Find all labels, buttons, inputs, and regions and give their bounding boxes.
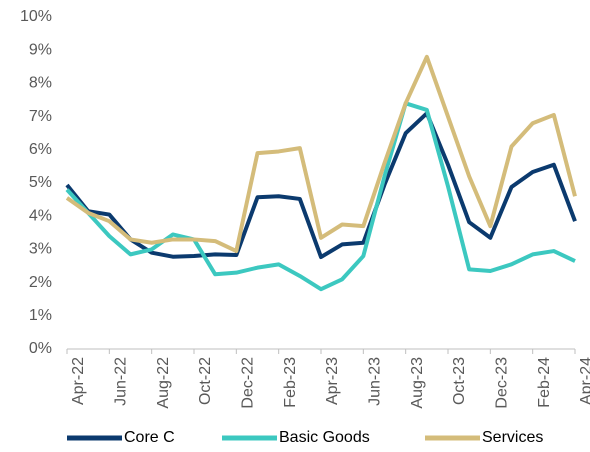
series-line xyxy=(65,54,577,254)
y-tick-label: 9% xyxy=(29,41,52,58)
x-tick-label: Apr-22 xyxy=(70,357,87,405)
x-tick-label: Oct-22 xyxy=(197,357,214,405)
y-tick-label: 5% xyxy=(29,174,52,191)
x-tick-label: Aug-23 xyxy=(409,357,426,409)
series-line xyxy=(65,101,576,292)
y-tick-label: 3% xyxy=(29,241,52,258)
x-tick-label: Jun-23 xyxy=(367,357,384,406)
legend-label: Core C xyxy=(124,429,175,446)
x-tick-label: Feb-23 xyxy=(282,357,299,408)
x-tick-label: Dec-22 xyxy=(240,357,257,409)
series-line xyxy=(65,111,577,260)
x-tick-label: Jun-22 xyxy=(113,357,130,406)
y-tick-label: 10% xyxy=(20,8,52,25)
y-tick-label: 6% xyxy=(29,141,52,158)
y-tick-label: 8% xyxy=(29,75,52,92)
y-tick-label: 1% xyxy=(29,307,52,324)
legend-label: Basic Goods xyxy=(279,429,370,446)
x-tick-label: Oct-23 xyxy=(451,357,468,405)
x-tick-label: Aug-22 xyxy=(155,357,172,409)
legend-label: Services xyxy=(482,429,543,446)
y-tick-label: 4% xyxy=(29,207,52,224)
x-tick-label: Dec-23 xyxy=(494,357,511,409)
x-tick-label: Apr-23 xyxy=(324,357,341,405)
x-tick-label: Apr-24 xyxy=(578,357,590,405)
y-tick-label: 7% xyxy=(29,108,52,125)
x-tick-label: Feb-24 xyxy=(536,357,553,408)
y-tick-label: 0% xyxy=(29,340,52,357)
y-tick-label: 2% xyxy=(29,274,52,291)
